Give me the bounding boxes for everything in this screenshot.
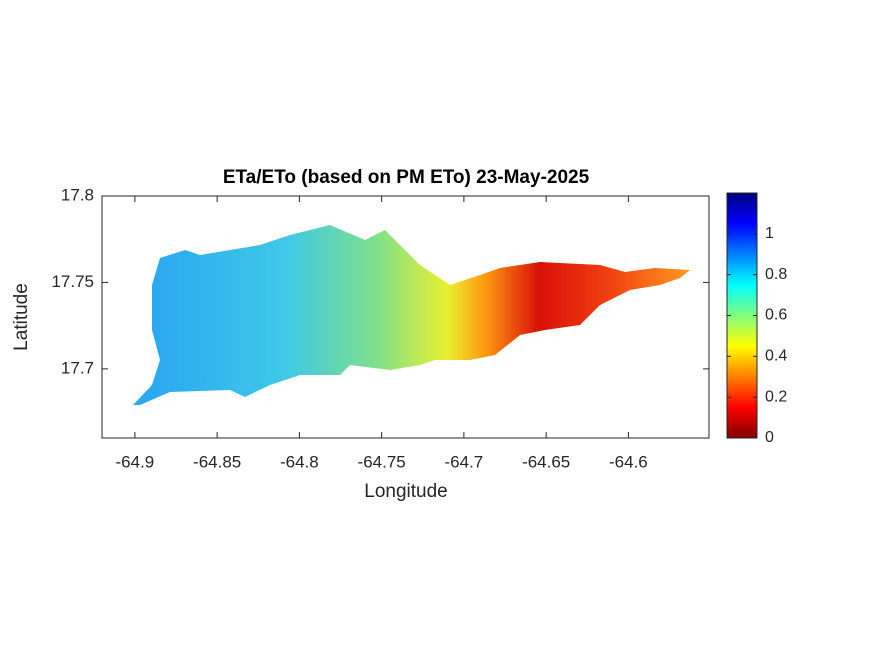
colorbar-tick-label: 0.6	[765, 307, 787, 324]
x-tick-label: -64.8	[280, 452, 319, 471]
colorbar-tick-label: 0.8	[765, 266, 787, 283]
x-axis-label: Longitude	[364, 481, 447, 502]
y-tick-label: 17.7	[61, 358, 94, 377]
colorbar-tick-label: 1	[765, 225, 774, 242]
colorbar	[726, 192, 758, 439]
x-tick-label: -64.65	[522, 452, 570, 471]
colorbar-tick-label: 0.2	[765, 388, 787, 405]
x-tick-label: -64.6	[609, 452, 648, 471]
x-tick-label: -64.75	[358, 452, 406, 471]
chart-title: ETa/ETo (based on PM ETo) 23-May-2025	[223, 167, 590, 188]
colorbar-tick-label: 0.4	[765, 348, 787, 365]
island	[133, 225, 690, 405]
y-tick-label: 17.75	[51, 272, 94, 291]
y-axis-label: Latitude	[11, 283, 32, 351]
colorbar-tick-label: 0	[765, 429, 774, 446]
x-tick-label: -64.9	[116, 452, 155, 471]
x-tick-label: -64.85	[193, 452, 241, 471]
axes-box	[101, 195, 710, 439]
y-tick-label: 17.8	[61, 185, 94, 204]
x-tick-label: -64.7	[445, 452, 484, 471]
